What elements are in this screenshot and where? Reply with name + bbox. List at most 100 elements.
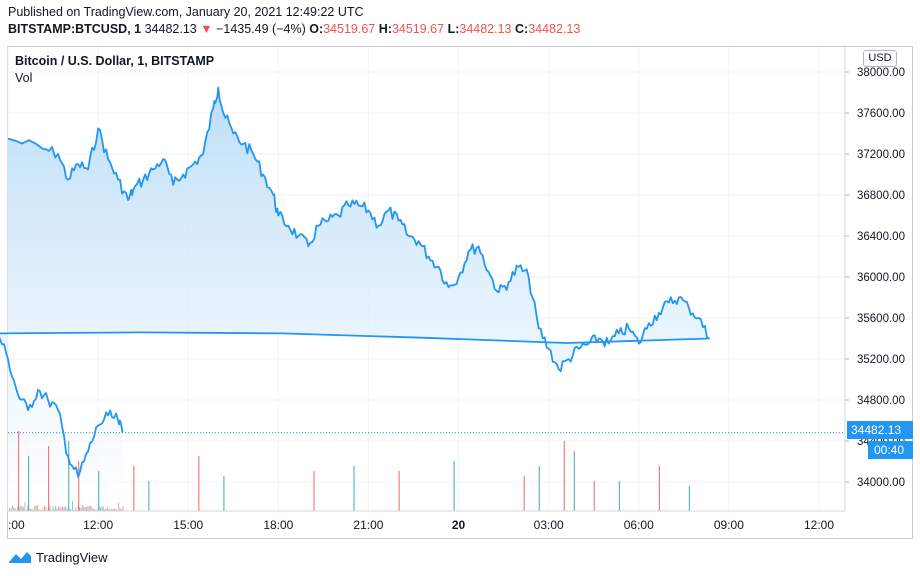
volume-spike (48, 446, 50, 511)
brand-label: TradingView (36, 549, 108, 565)
volume-bar (69, 509, 71, 511)
volume-bar (45, 507, 47, 511)
volume-bar (23, 507, 24, 511)
volume-bar (116, 509, 118, 511)
volume-bar (37, 505, 38, 511)
price-tick-label: 37600.00 (857, 108, 905, 120)
volume-bar (105, 508, 107, 511)
time-tick-label: 15:00 (173, 518, 203, 532)
volume-spike (573, 451, 575, 511)
time-tick-label: 12:00 (804, 518, 834, 532)
price-axis: 38000.00 37600.00 37200.00 36800.00 36400.00… (844, 47, 905, 511)
volume-bar (51, 509, 52, 511)
volume-bar (25, 509, 27, 511)
volume-spike (688, 486, 690, 511)
volume-bar (10, 508, 12, 511)
volume-bar (30, 509, 31, 511)
volume-bar (27, 505, 29, 511)
volume-bar (16, 509, 17, 511)
volume-bar (24, 502, 26, 511)
volume-bar (84, 506, 86, 511)
volume-bar (53, 509, 55, 511)
grid-lines (7, 47, 845, 511)
volume-spike (28, 456, 30, 511)
volume-bar (62, 506, 64, 511)
price-tick-label: 36800.00 (857, 190, 905, 202)
volume-bar (114, 508, 115, 511)
volume-bar (93, 509, 94, 511)
volume-bar (59, 506, 61, 511)
volume-spike (198, 456, 200, 511)
volume-bar (119, 508, 121, 511)
volume-spike (563, 441, 565, 511)
volume-spike (398, 471, 400, 511)
volume-bar (35, 505, 37, 511)
volume-spike (453, 461, 455, 511)
volume-bar (13, 507, 15, 511)
time-tick-label: :00 (8, 518, 25, 532)
volume-spike (353, 466, 355, 511)
volume-bar (86, 507, 87, 511)
time-tick-label: 03:00 (534, 518, 564, 532)
volume-bar (72, 501, 73, 511)
high-value: 34519.67 (391, 22, 445, 36)
footer-brand[interactable]: TradingView (8, 548, 108, 566)
published-line: Published on TradingView.com, January 20… (8, 5, 364, 19)
volume-spike (593, 481, 595, 511)
volume-bar (9, 508, 10, 511)
volume-bar (94, 508, 96, 511)
volume-bar (74, 507, 76, 511)
volume-bar (58, 506, 59, 511)
volume-bar (44, 505, 45, 511)
volume-bars (9, 431, 690, 511)
volume-bar (104, 509, 106, 511)
volume-bar (31, 508, 33, 511)
volume-bar (91, 507, 93, 511)
tradingview-logo-icon (9, 552, 31, 563)
volume-bar (83, 507, 85, 511)
volume-spike (538, 466, 540, 511)
volume-bar (87, 505, 89, 511)
volume-bar (76, 509, 78, 511)
volume-spike (313, 471, 315, 511)
price-tick-label: 34000.00 (857, 477, 905, 489)
volume-bar (81, 505, 83, 511)
volume-bar (101, 506, 103, 511)
time-tick-label: 21:00 (353, 518, 383, 532)
volume-bar (102, 506, 104, 511)
volume-bar (90, 505, 92, 511)
volume-bar (56, 508, 58, 511)
volume-spike (18, 431, 20, 511)
volume-spike (133, 466, 135, 511)
volume-bar (97, 509, 99, 511)
price-tick-label: 35600.00 (857, 313, 905, 325)
volume-bar (80, 507, 82, 511)
volume-bar (38, 509, 40, 511)
volume-spike (223, 476, 225, 511)
open-value: 34519.67 (323, 22, 376, 36)
low-label: L: (447, 22, 460, 36)
volume-bar (65, 506, 66, 511)
time-tick-label: 12:00 (83, 518, 113, 532)
open-label: O: (309, 22, 324, 36)
last-price-tag: 34482.13 (847, 421, 913, 439)
volume-bar (115, 509, 117, 511)
volume-bar (21, 506, 23, 511)
volume-bar (34, 506, 36, 511)
volume-bar (18, 508, 20, 511)
volume-bar (88, 506, 90, 511)
close-label: C: (515, 22, 529, 36)
price-series-line (0, 86, 710, 478)
price-tick-label: 38000.00 (857, 67, 905, 79)
volume-bar (32, 509, 34, 511)
volume-bar (121, 509, 122, 511)
volume-bar (49, 505, 51, 511)
volume-bar (14, 508, 16, 511)
volume-bar (41, 509, 43, 511)
volume-bar (112, 509, 114, 511)
currency-button[interactable]: USD (863, 50, 897, 67)
volume-bar (70, 509, 72, 511)
volume-bar (66, 508, 68, 511)
quote-line: BITSTAMP:BTCUSD, 1 34482.13 ▼ −1435.49 (… (8, 22, 580, 36)
